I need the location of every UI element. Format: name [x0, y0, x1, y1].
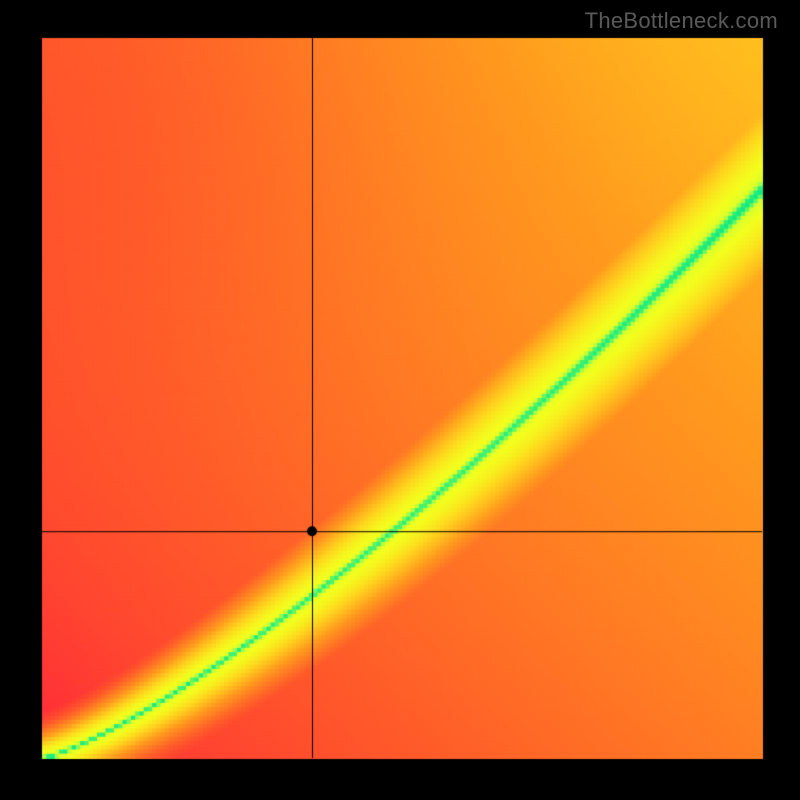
watermark-text: TheBottleneck.com	[585, 8, 778, 34]
heatmap-canvas	[0, 0, 800, 800]
